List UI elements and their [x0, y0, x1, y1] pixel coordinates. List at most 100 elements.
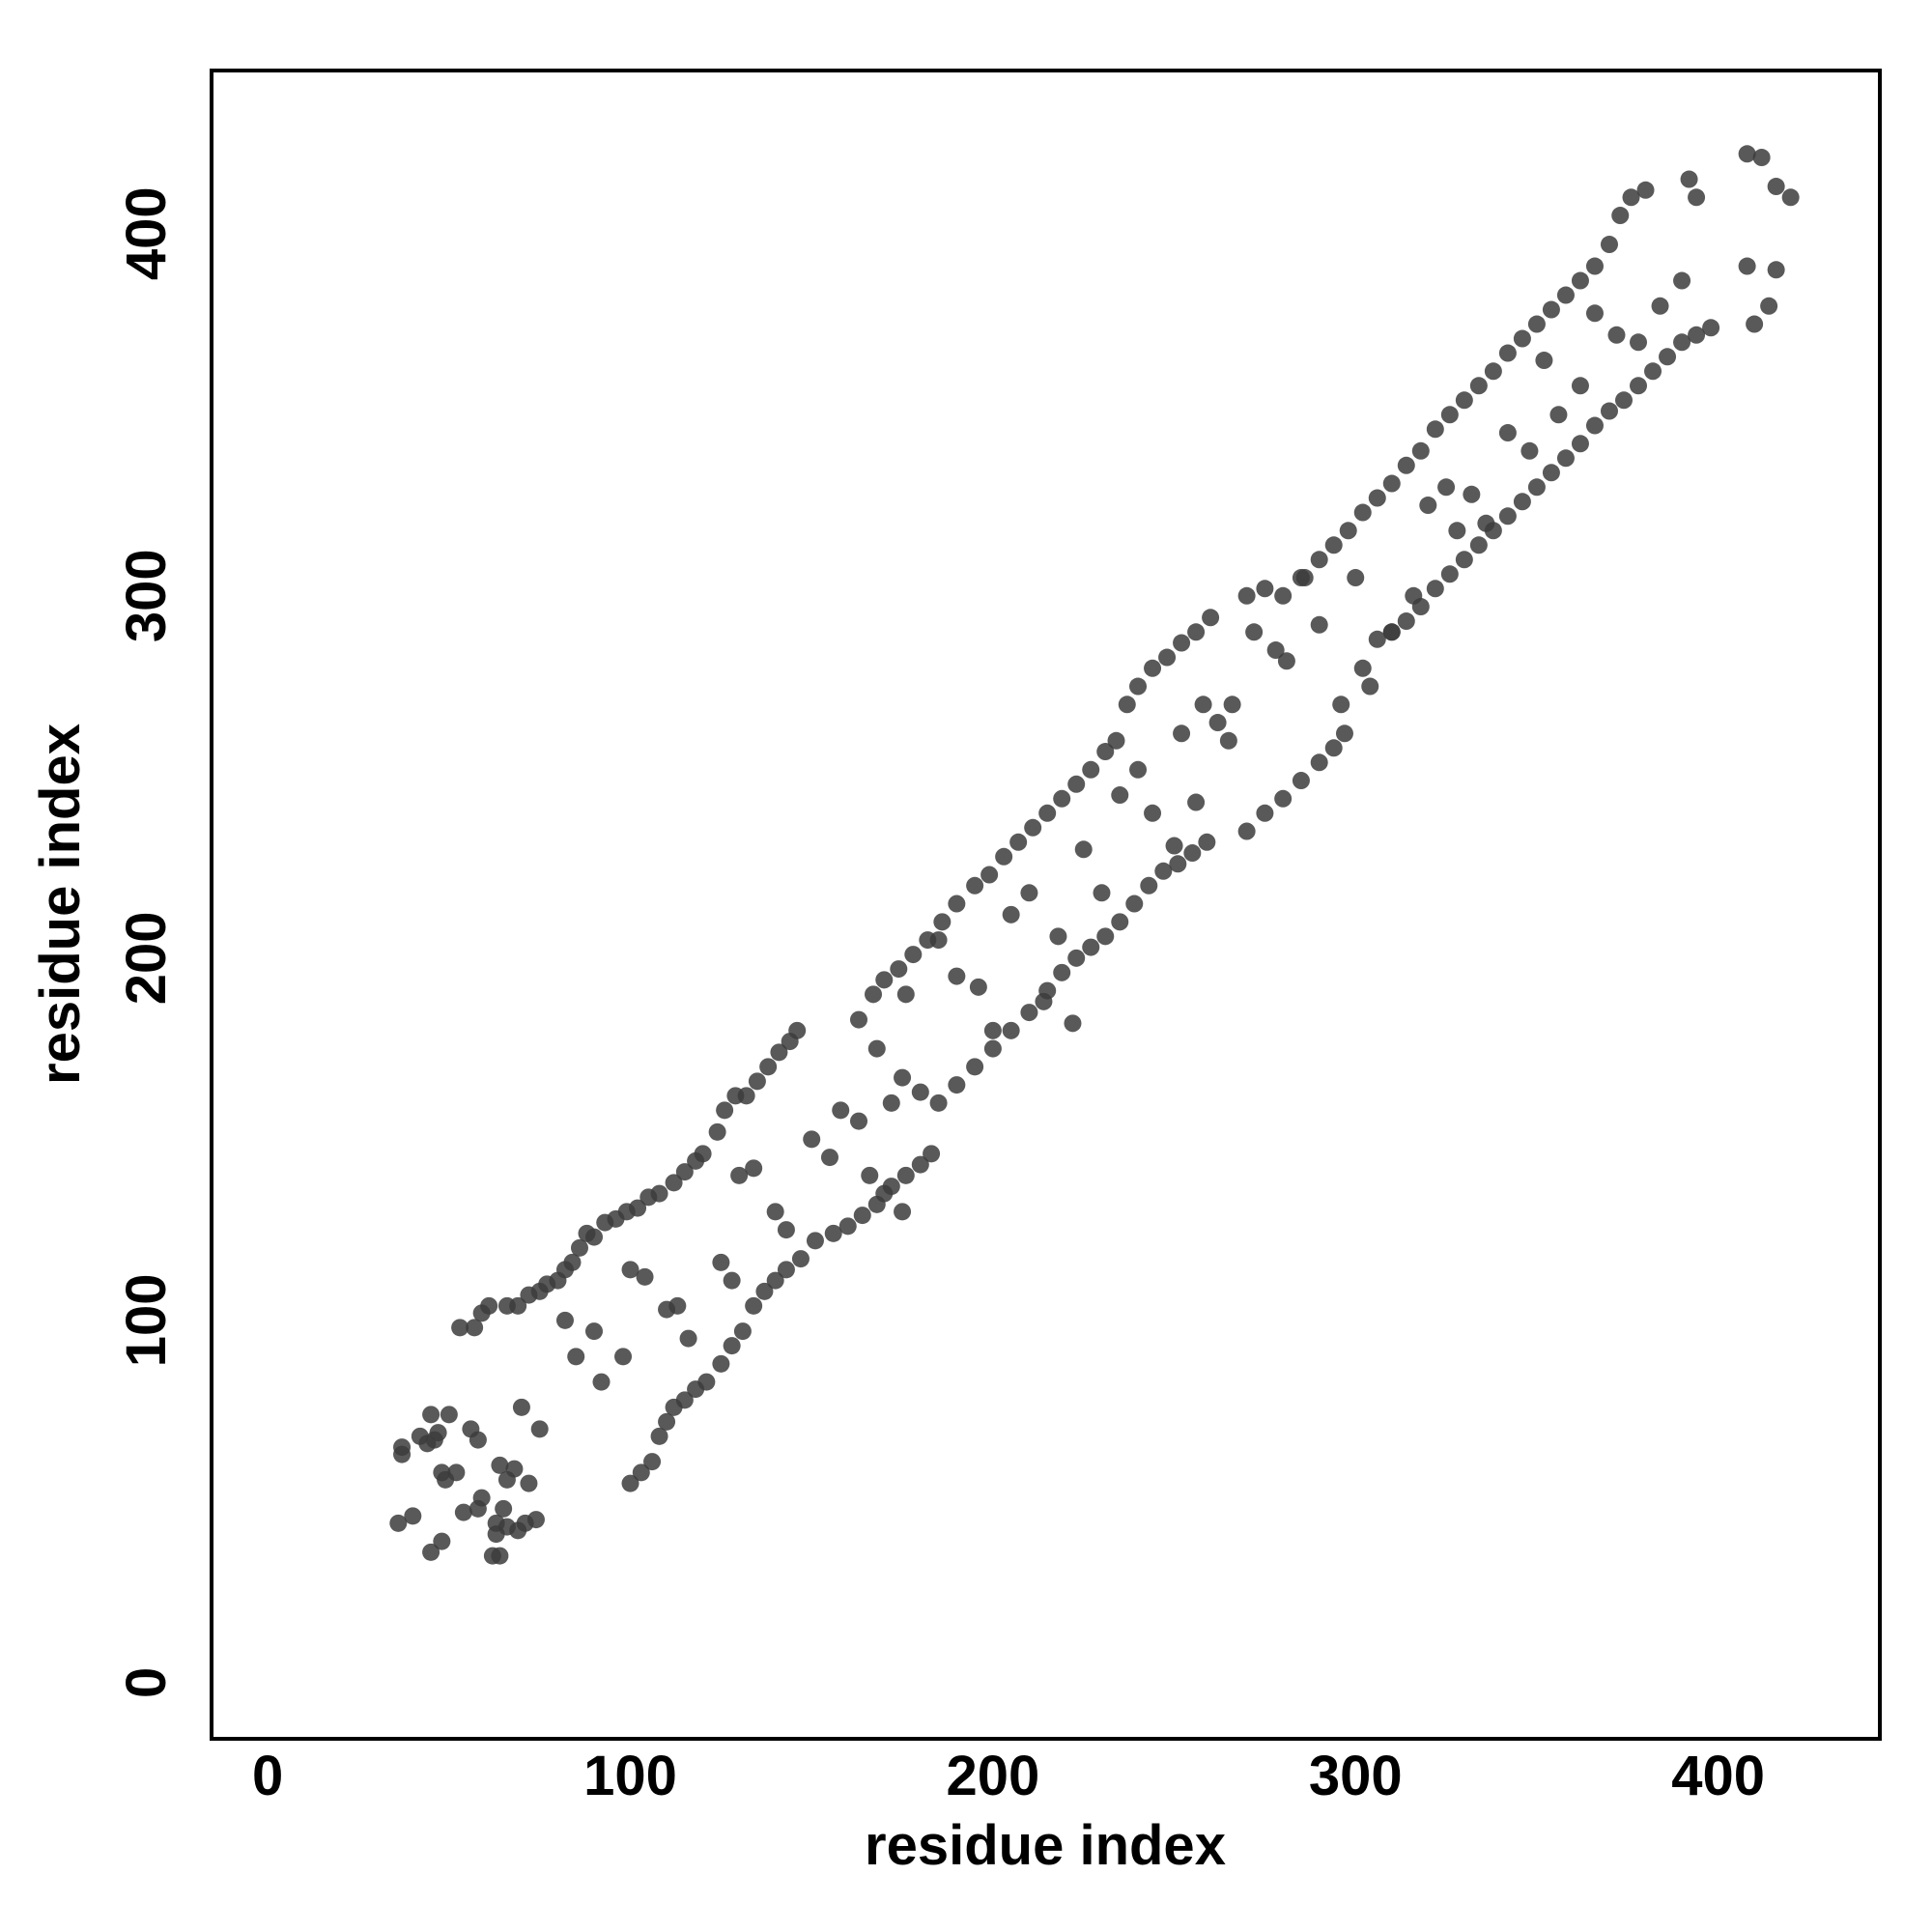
- point: [520, 1474, 538, 1492]
- point: [788, 1021, 807, 1039]
- point: [737, 1087, 755, 1105]
- point: [1469, 377, 1488, 395]
- point: [422, 1406, 440, 1424]
- point: [1020, 1004, 1038, 1022]
- point: [894, 1203, 912, 1221]
- point: [1009, 833, 1028, 851]
- point: [867, 1039, 886, 1058]
- point: [1187, 623, 1206, 641]
- point: [1067, 775, 1086, 793]
- point: [948, 895, 966, 913]
- point: [1335, 724, 1353, 743]
- point: [621, 1261, 639, 1279]
- point: [1158, 648, 1177, 667]
- point: [472, 1489, 491, 1507]
- point: [1542, 300, 1560, 319]
- point: [1324, 536, 1343, 554]
- point: [393, 1438, 412, 1457]
- point: [1118, 696, 1136, 714]
- point: [1571, 435, 1589, 453]
- point: [1636, 181, 1655, 199]
- point: [755, 1282, 774, 1300]
- point: [1419, 497, 1437, 515]
- point: [832, 1101, 850, 1120]
- point: [1659, 348, 1677, 366]
- point: [491, 1547, 509, 1565]
- point: [1202, 609, 1220, 627]
- point: [563, 1253, 582, 1271]
- point: [1585, 257, 1604, 275]
- x-axis-title: residue index: [865, 1814, 1226, 1877]
- point: [1129, 760, 1148, 779]
- point: [555, 1311, 574, 1329]
- point: [1611, 207, 1630, 225]
- point: [882, 1094, 900, 1112]
- point: [712, 1354, 730, 1373]
- point: [1440, 406, 1459, 424]
- point: [1484, 362, 1502, 381]
- point: [584, 1322, 603, 1341]
- point: [1002, 905, 1020, 923]
- point: [1140, 876, 1158, 895]
- point: [904, 946, 923, 964]
- point: [1219, 731, 1237, 750]
- point: [632, 1463, 650, 1482]
- point: [850, 1010, 868, 1029]
- y-axis-title: residue index: [29, 724, 92, 1085]
- point: [1527, 478, 1546, 497]
- y-tick-label: 400: [115, 186, 178, 280]
- point: [1702, 319, 1720, 337]
- point: [1067, 949, 1086, 967]
- point: [1245, 623, 1264, 641]
- point: [1194, 696, 1212, 714]
- point: [1107, 731, 1125, 750]
- point: [1274, 586, 1293, 605]
- point: [1498, 424, 1517, 442]
- plot-frame: [210, 69, 1882, 1741]
- point: [1673, 271, 1691, 290]
- point: [923, 1145, 941, 1163]
- point: [1368, 630, 1386, 648]
- point: [1111, 913, 1129, 931]
- point: [1688, 326, 1706, 344]
- point: [929, 1094, 948, 1112]
- point: [1295, 569, 1314, 587]
- point: [1469, 536, 1488, 554]
- point: [675, 1163, 694, 1181]
- point: [980, 866, 999, 884]
- point: [933, 913, 952, 931]
- point: [1183, 844, 1202, 863]
- point: [890, 960, 908, 979]
- point: [1347, 569, 1365, 587]
- point: [697, 1373, 716, 1391]
- point: [495, 1499, 513, 1518]
- point: [1144, 659, 1162, 677]
- point: [1074, 840, 1093, 859]
- point: [1382, 474, 1401, 493]
- point: [1673, 333, 1691, 352]
- point: [777, 1221, 795, 1239]
- point: [766, 1271, 784, 1290]
- point: [995, 847, 1013, 866]
- point: [1277, 652, 1295, 670]
- point: [983, 1021, 1002, 1039]
- point: [567, 1348, 585, 1366]
- point: [1498, 344, 1517, 362]
- point: [1310, 615, 1328, 634]
- point: [1752, 149, 1771, 167]
- point: [1002, 1021, 1020, 1039]
- point: [1585, 304, 1604, 323]
- point: [1237, 586, 1256, 605]
- point: [766, 1203, 784, 1221]
- point: [1738, 257, 1756, 275]
- point: [614, 1348, 633, 1366]
- point: [803, 1130, 821, 1149]
- point: [1173, 634, 1191, 652]
- point: [820, 1149, 838, 1167]
- point: [1339, 522, 1357, 540]
- point: [929, 931, 948, 950]
- point: [966, 876, 984, 895]
- point: [694, 1145, 712, 1163]
- point: [1020, 884, 1038, 902]
- point: [1266, 641, 1285, 660]
